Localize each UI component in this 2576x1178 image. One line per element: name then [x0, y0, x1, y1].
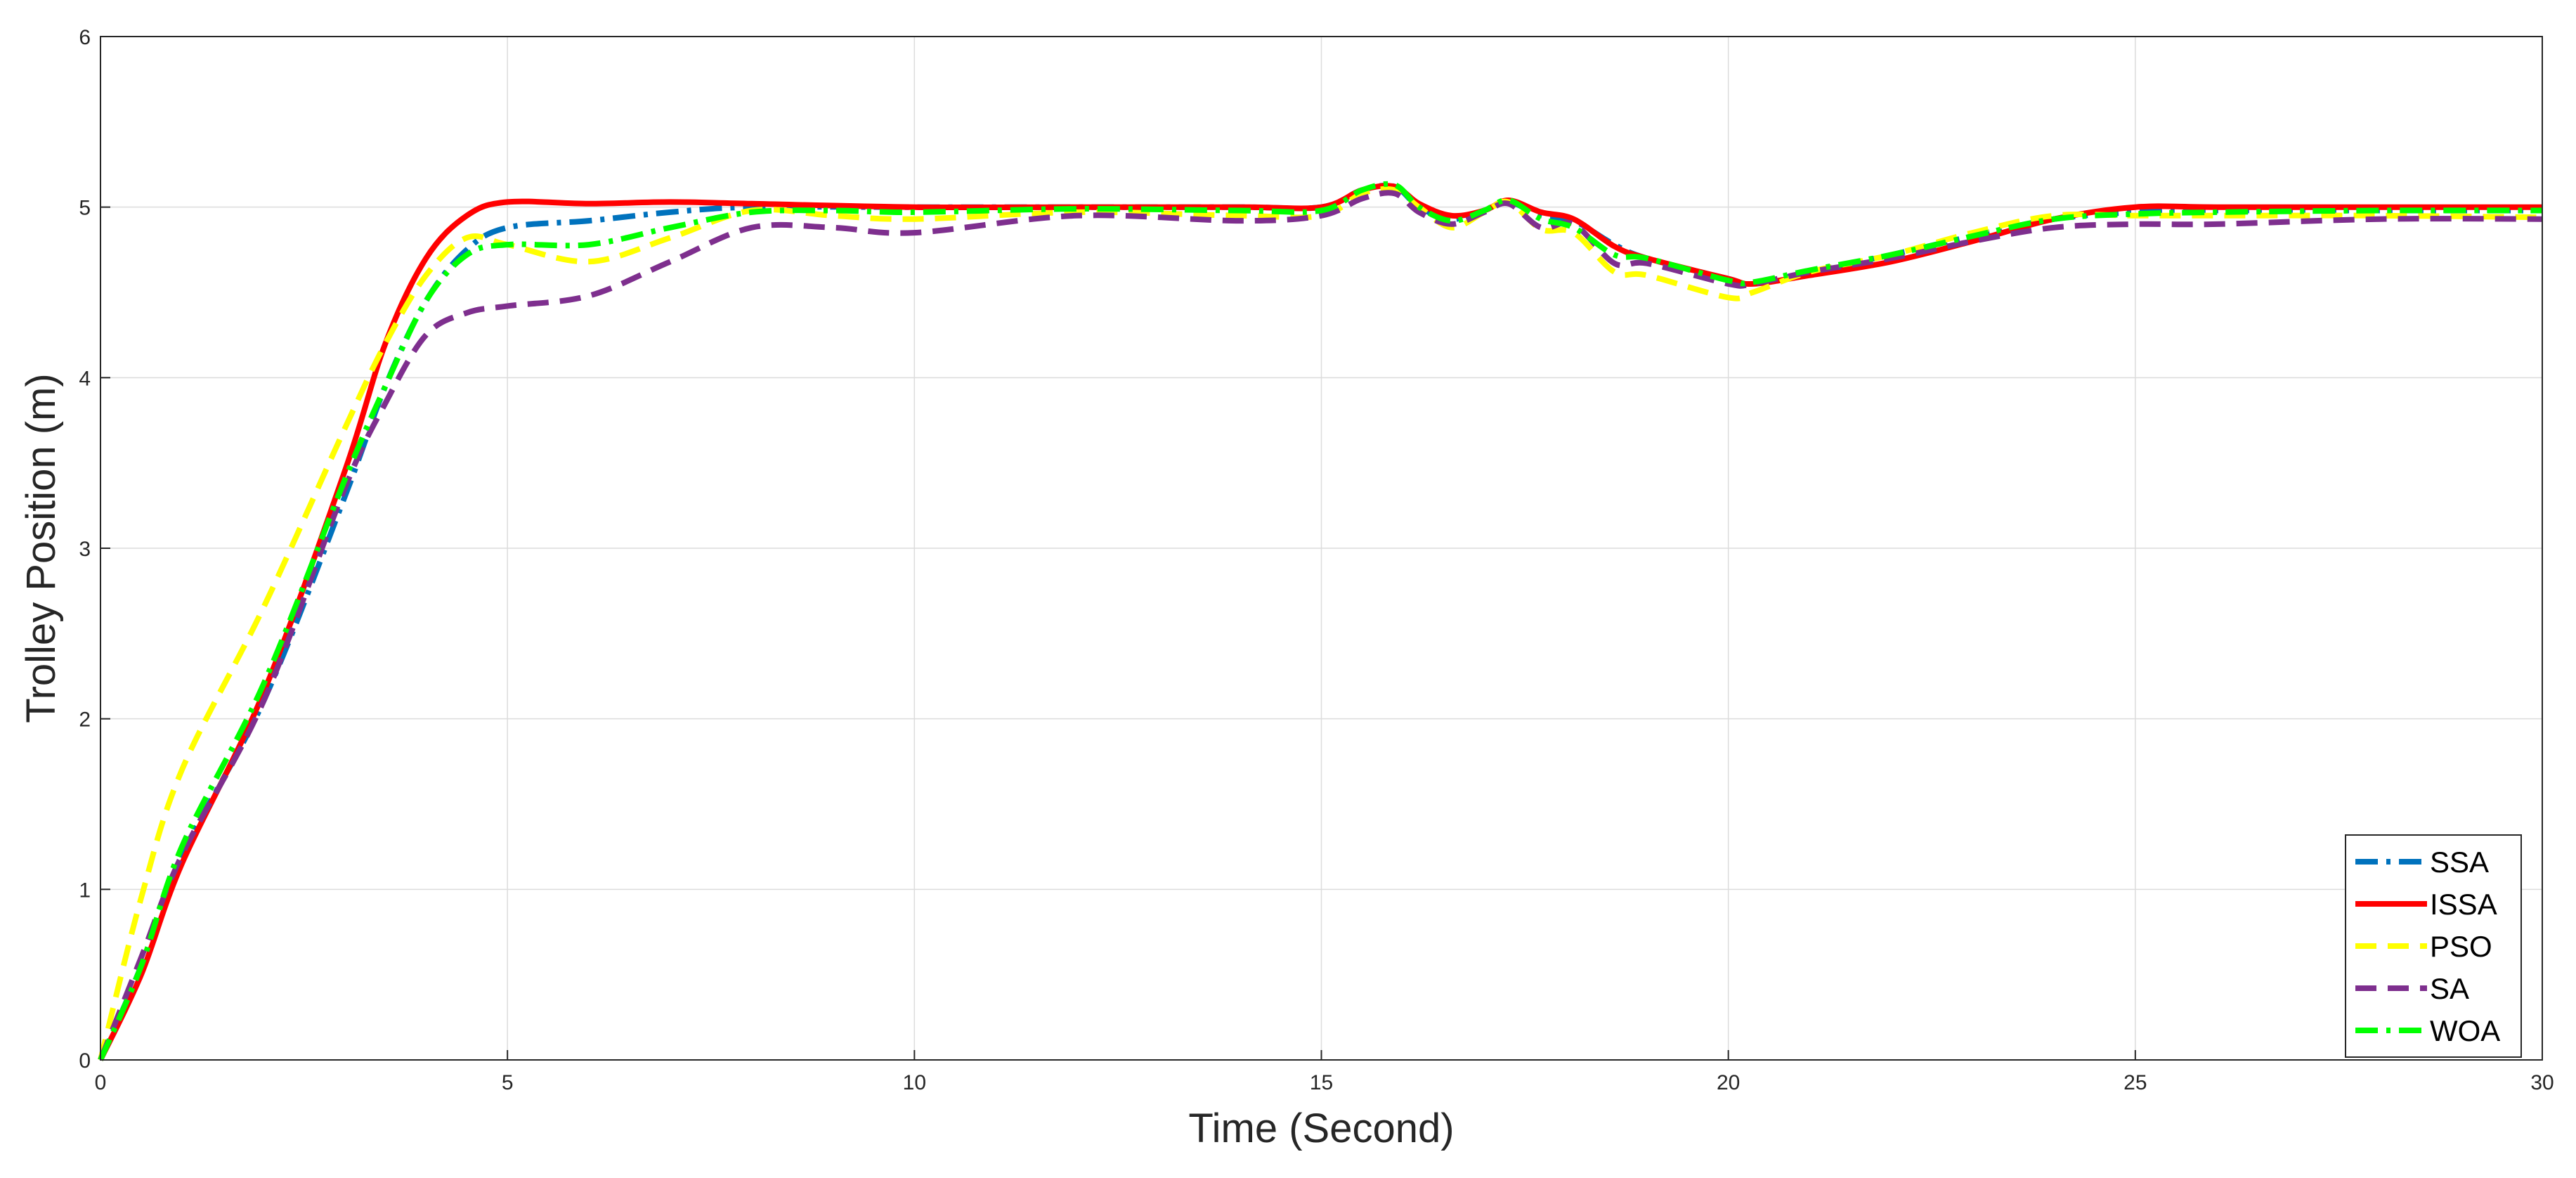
legend-label-issa: ISSA — [2430, 888, 2497, 921]
y-axis-label: Trolley Position (m) — [18, 373, 64, 723]
y-tick-label: 4 — [79, 367, 91, 390]
series-layer — [98, 181, 2543, 1061]
y-tick-label: 2 — [79, 708, 91, 732]
y-tick-label: 1 — [79, 879, 91, 902]
x-tick-label: 25 — [2123, 1071, 2147, 1094]
series-line-woa — [98, 181, 2543, 1061]
y-tick-label: 0 — [79, 1049, 91, 1073]
legend-label-sa: SA — [2430, 972, 2469, 1005]
y-tick-label: 5 — [79, 197, 91, 220]
x-tick-label: 10 — [903, 1071, 926, 1094]
axis-ticks: 0 5 10 15 20 25 30 0 1 2 3 4 5 6 — [79, 26, 2554, 1094]
x-tick-label: 30 — [2530, 1071, 2554, 1094]
legend-label-ssa: SSA — [2430, 846, 2489, 879]
x-tick-label: 15 — [1310, 1071, 1333, 1094]
legend-label-woa: WOA — [2430, 1014, 2500, 1047]
y-tick-label: 6 — [79, 26, 91, 49]
y-tick-label: 3 — [79, 538, 91, 561]
x-tick-label: 20 — [1717, 1071, 1740, 1094]
series-line-sa — [98, 190, 2543, 1061]
x-tick-label: 0 — [95, 1071, 107, 1094]
legend-label-pso: PSO — [2430, 930, 2492, 963]
legend: SSA ISSA PSO SA WOA — [2345, 834, 2522, 1058]
x-tick-label: 5 — [502, 1071, 514, 1094]
x-axis-label: Time (Second) — [1188, 1106, 1454, 1151]
series-line-pso — [98, 186, 2543, 1061]
